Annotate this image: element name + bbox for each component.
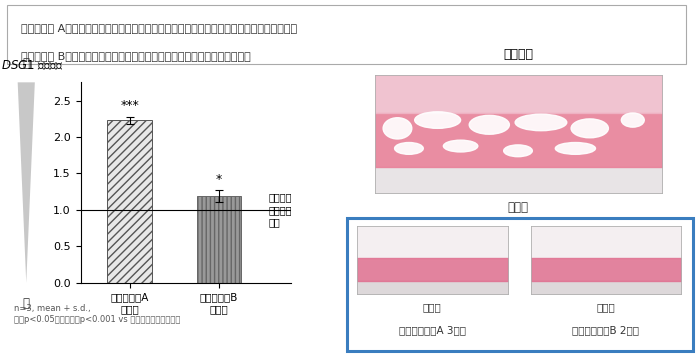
Text: $\it{DSG1}$ の発現量: $\it{DSG1}$ の発現量: [1, 59, 63, 72]
Text: ヘパリン
類似物質
のみ: ヘパリン 類似物質 のみ: [268, 193, 292, 227]
Text: ＋組み合わせA 3成分: ＋組み合わせA 3成分: [399, 325, 466, 335]
Text: 洗浄剤: 洗浄剤: [508, 201, 528, 214]
Text: ＋組み合わせB 2成分: ＋組み合わせB 2成分: [573, 325, 639, 335]
Text: 高: 高: [23, 57, 29, 70]
Text: 表皮構造: 表皮構造: [503, 48, 533, 61]
Text: ***: ***: [120, 99, 139, 112]
Ellipse shape: [571, 119, 608, 138]
Text: n=3, mean + s.d.,
＊：p<0.05，＊＊＊：p<0.001 vs ヘパリン類似物質のみ: n=3, mean + s.d., ＊：p<0.05，＊＊＊：p<0.001 v…: [14, 304, 181, 324]
Text: 組み合わせ A（３成分）：ヘパリン類似物質、アラントイン、トコフェロール酢酸エステル: 組み合わせ A（３成分）：ヘパリン類似物質、アラントイン、トコフェロール酢酸エス…: [20, 23, 297, 33]
Ellipse shape: [443, 140, 478, 152]
Text: 洗浄剤: 洗浄剤: [423, 302, 442, 312]
Ellipse shape: [395, 142, 424, 154]
Ellipse shape: [622, 113, 644, 127]
Ellipse shape: [555, 142, 596, 154]
Ellipse shape: [383, 118, 412, 139]
Ellipse shape: [503, 145, 533, 157]
Ellipse shape: [469, 115, 510, 134]
Ellipse shape: [515, 114, 567, 131]
Bar: [107, 120, 152, 283]
Bar: [197, 196, 241, 283]
Text: 低: 低: [23, 297, 29, 310]
Text: *: *: [216, 173, 222, 186]
Text: 洗浄剤: 洗浄剤: [596, 302, 615, 312]
Text: 組み合わせ B（２成分）：ヘパリン類似物質、グリチルリチン酸ジカリウム: 組み合わせ B（２成分）：ヘパリン類似物質、グリチルリチン酸ジカリウム: [20, 52, 251, 62]
Polygon shape: [18, 82, 35, 283]
Ellipse shape: [414, 112, 461, 128]
